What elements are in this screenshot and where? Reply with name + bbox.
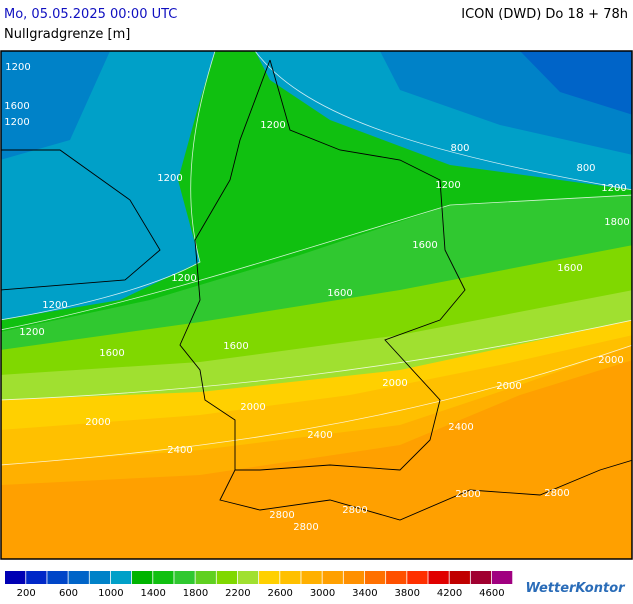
- legend-swatch: [5, 571, 26, 584]
- country-border: [179, 59, 466, 471]
- contour-label: 2800: [293, 522, 318, 533]
- contour-label: 1600: [99, 348, 124, 359]
- map-frame: [0, 50, 633, 560]
- legend-label: 1000: [98, 588, 123, 599]
- contour-label: 1200: [157, 173, 182, 184]
- legend-label: 1800: [183, 588, 208, 599]
- contour-label: 2000: [382, 378, 407, 389]
- contour-label: 1200: [435, 180, 460, 191]
- contour-label: 2000: [85, 417, 110, 428]
- map: 1200 1600 1200 1200 800 800 1200 1200 1200 1800 16…: [1, 51, 632, 559]
- legend-swatch: [449, 571, 470, 584]
- contour-label: 1200: [19, 327, 44, 338]
- legend-swatch: [68, 571, 89, 584]
- legend-swatch: [428, 571, 449, 584]
- isoline: [1, 51, 216, 321]
- contour-label: 2400: [448, 422, 473, 433]
- legend-swatch: [195, 571, 216, 584]
- datetime: Mo, 05.05.2025 00:00 UTC: [4, 7, 177, 22]
- legend-label: 3000: [310, 588, 335, 599]
- contour-labels: 1200 1600 1200 1200 800 800 1200 1200 1200 1800 16…: [4, 62, 629, 533]
- contour-label: 1200: [4, 117, 29, 128]
- legend-label: 2200: [225, 588, 250, 599]
- legend-swatch: [89, 571, 111, 584]
- contour-label: 800: [576, 163, 595, 174]
- legend-swatch: [237, 571, 259, 584]
- contour-label: 1600: [4, 101, 29, 112]
- contour-label: 1600: [327, 288, 352, 299]
- contour-label: 2800: [544, 488, 569, 499]
- legend-swatch: [322, 571, 343, 584]
- contour-label: 2800: [342, 505, 367, 516]
- contour-label: 2400: [307, 430, 332, 441]
- isoline: [1, 194, 632, 331]
- logo: WetterKontor: [525, 581, 626, 596]
- legend-label: 4200: [437, 588, 462, 599]
- legend-swatch: [47, 571, 68, 584]
- contour-label: 2400: [167, 445, 192, 456]
- legend-swatch: [280, 571, 301, 584]
- contour-label: 1800: [604, 217, 629, 228]
- legend-swatch: [153, 571, 174, 584]
- legend-swatch: [26, 571, 47, 584]
- contour-label: 2000: [496, 381, 521, 392]
- contour-label: 1200: [601, 183, 626, 194]
- legend-label: 2600: [267, 588, 292, 599]
- country-border: [219, 459, 632, 521]
- contour-label: 800: [450, 143, 469, 154]
- legend-swatch: [343, 571, 365, 584]
- legend-label: 3400: [352, 588, 377, 599]
- legend-label: 1400: [140, 588, 165, 599]
- legend-swatch: [174, 571, 195, 584]
- legend-swatch: [407, 571, 428, 584]
- legend: 200 600 1000 1400 1800 2200 2600 3000 3400 3800 42…: [5, 571, 513, 599]
- contour-label: 2000: [598, 355, 623, 366]
- band: [520, 51, 632, 115]
- model-run: ICON (DWD) Do 18 + 78h: [461, 7, 628, 22]
- legend-swatch: [259, 571, 280, 584]
- contour-label: 1200: [42, 300, 67, 311]
- legend-label: 200: [17, 588, 36, 599]
- coastline: [1, 149, 161, 291]
- legend-label: 3800: [395, 588, 420, 599]
- band: [1, 51, 110, 160]
- isoline: [254, 51, 632, 191]
- contour-label: 2800: [455, 489, 480, 500]
- legend-swatch: [470, 571, 492, 584]
- contour-label: 1600: [223, 341, 248, 352]
- isoline: [1, 319, 632, 401]
- legend-swatch: [132, 571, 153, 584]
- parameter: Nullgradgrenze [m]: [4, 27, 130, 42]
- contour-label: 2800: [269, 510, 294, 521]
- contour-label: 2000: [240, 402, 265, 413]
- legend-swatch: [491, 571, 513, 584]
- contour-label: 1600: [557, 263, 582, 274]
- legend-swatch: [301, 571, 322, 584]
- contour-label: 1200: [5, 62, 30, 73]
- contour-label: 1200: [260, 120, 285, 131]
- legend-label: 600: [59, 588, 78, 599]
- legend-swatch: [110, 571, 132, 584]
- legend-swatch: [386, 571, 407, 584]
- isoline: [1, 344, 632, 466]
- legend-label: 4600: [479, 588, 504, 599]
- contour-label: 1200: [171, 273, 196, 284]
- contour-label: 1600: [412, 240, 437, 251]
- legend-swatch: [364, 571, 386, 584]
- legend-swatch: [216, 571, 238, 584]
